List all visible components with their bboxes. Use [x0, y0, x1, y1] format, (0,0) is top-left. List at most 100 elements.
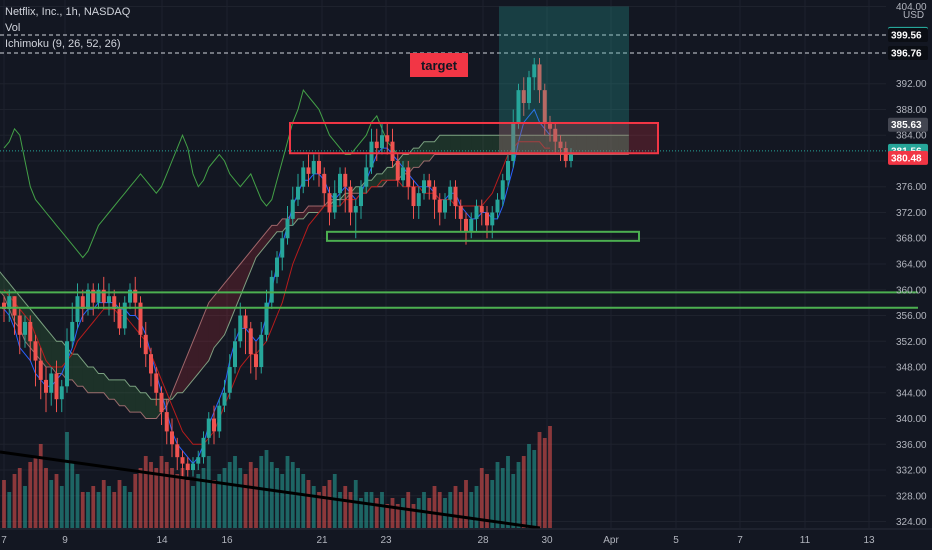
trend-line	[0, 450, 541, 530]
y-tick-label: 356.00	[896, 311, 927, 322]
candle-body	[296, 186, 300, 200]
candle-body	[458, 206, 463, 219]
cloud-segment	[77, 354, 83, 387]
candle-body	[474, 206, 479, 219]
candle-body	[175, 444, 180, 458]
ichimoku-legend[interactable]: Ichimoku (9, 26, 52, 26)	[5, 38, 121, 50]
volume-bar	[306, 480, 311, 528]
cloud-segment	[303, 206, 309, 219]
volume-bar	[38, 444, 43, 528]
volume-bar	[259, 456, 264, 528]
volume-bar	[96, 492, 101, 528]
volume-bar	[369, 492, 374, 528]
volume-bar	[112, 492, 117, 528]
price-tag-label: 399.56	[891, 31, 922, 42]
cloud-segment	[56, 341, 62, 374]
cloud-segment	[607, 135, 613, 155]
volume-bar	[317, 492, 321, 528]
volume-legend[interactable]: Vol	[5, 22, 21, 34]
y-tick-label: 404.00	[896, 2, 927, 13]
price-axis[interactable]: 404.00392.00388.00384.00380.00376.00372.…	[888, 2, 928, 528]
volume-bar	[537, 432, 542, 528]
candle-body	[317, 160, 321, 174]
cloud-segment	[103, 373, 109, 400]
volume-bar	[411, 504, 416, 528]
candle-body	[422, 180, 426, 194]
candle-body	[490, 212, 495, 226]
volume-bar	[374, 498, 379, 528]
candle-body	[133, 289, 138, 303]
resistance-box	[289, 121, 659, 155]
time-axis[interactable]: 7 9 14 16 21 23 28 30 Apr 5 7 11 13	[0, 528, 932, 546]
volume-bar	[448, 492, 453, 528]
volume-bar	[154, 468, 159, 528]
candle-body	[395, 160, 400, 181]
candle-body	[185, 463, 190, 471]
volume-bar	[443, 498, 447, 528]
cloud-segment	[72, 354, 78, 387]
x-tick-label: 7	[737, 535, 743, 546]
volume-bar	[206, 456, 211, 528]
volume-bar	[469, 492, 474, 528]
target-label-box	[410, 53, 468, 77]
candle-body	[170, 431, 174, 445]
candle-body	[290, 199, 295, 219]
candle-body	[301, 167, 306, 187]
volume-bar	[44, 468, 48, 528]
candle-body	[280, 238, 285, 258]
volume-bar	[238, 468, 243, 528]
cloud-segment	[140, 392, 146, 419]
cloud-segment	[471, 135, 477, 155]
candle-body	[33, 341, 38, 361]
cloud-segment	[618, 135, 624, 155]
cloud-segment	[376, 173, 382, 187]
volume-bar	[196, 474, 201, 528]
volume-bar	[159, 456, 164, 528]
cloud-segment	[198, 315, 204, 374]
y-tick-label: 336.00	[896, 440, 927, 451]
volume-bar	[458, 492, 463, 528]
volume-bar	[80, 492, 85, 528]
volume-bar	[128, 492, 132, 528]
candle-body	[332, 193, 337, 213]
cloud-segment	[544, 135, 550, 155]
price-tag-box	[888, 28, 928, 43]
cloud-segment	[235, 264, 241, 310]
candle-body	[511, 122, 516, 161]
x-tick-label: 21	[316, 535, 328, 546]
candle-body	[59, 386, 64, 400]
candle-body	[212, 418, 216, 432]
candle-body	[364, 167, 369, 187]
symbol-title[interactable]: Netflix, Inc., 1h, NASDAQ	[5, 6, 131, 18]
volume-bar	[222, 468, 227, 528]
candle-body	[432, 186, 437, 200]
candle-body	[558, 141, 563, 149]
x-tick-label: 16	[221, 535, 233, 546]
candle-body	[117, 309, 122, 329]
volume-bar	[133, 474, 138, 528]
cloud-segment	[0, 271, 4, 297]
candle-body	[233, 341, 237, 368]
cloud-segment	[581, 135, 587, 155]
volume-bar	[227, 462, 232, 528]
chikou-line	[3, 89, 399, 259]
volume-bar	[343, 486, 348, 528]
cloud-segment	[576, 135, 582, 155]
volume-bar	[175, 474, 180, 528]
candle-body	[343, 173, 348, 187]
volume-bar	[416, 498, 421, 528]
drawings[interactable]: target	[0, 6, 918, 530]
cloud-segment	[371, 173, 377, 187]
cloud-segment	[130, 386, 136, 413]
candle-body	[411, 186, 416, 207]
cloud-segment	[208, 296, 214, 361]
price-tag-box	[888, 150, 928, 165]
span-a-line	[0, 134, 629, 400]
cloud-segment	[271, 225, 277, 239]
candle-body	[311, 160, 316, 174]
cloud-segment	[502, 135, 508, 155]
cloud-segment	[460, 135, 466, 155]
volume-bar	[327, 480, 332, 528]
volume-bar	[107, 486, 111, 528]
